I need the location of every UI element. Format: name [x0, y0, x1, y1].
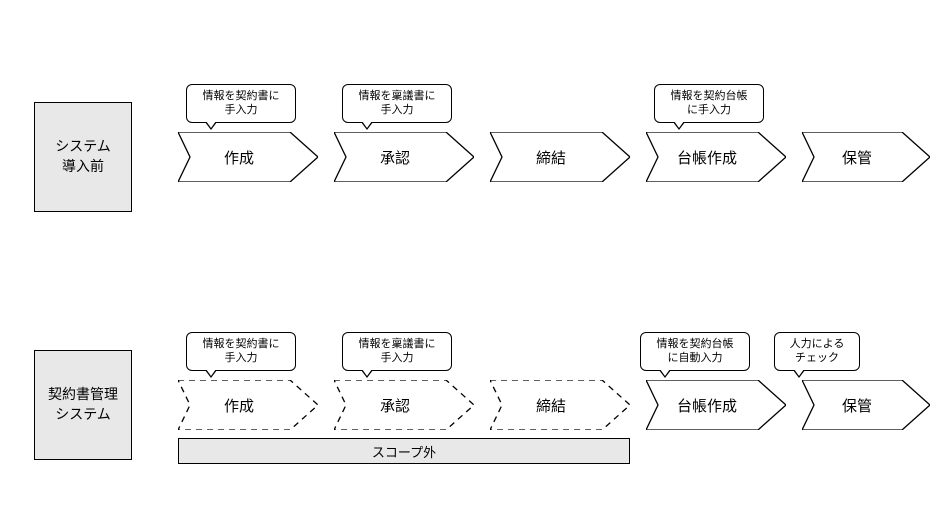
step-arrow-conclude: 締結 [490, 380, 630, 430]
bubble-approve: 情報を稟議書に 手入力 [342, 332, 452, 371]
step-label-create: 作成 [178, 380, 318, 430]
bubble-create: 情報を契約書に 手入力 [186, 332, 296, 371]
bubble-ledger: 情報を契約台帳 に自動入力 [640, 332, 750, 371]
step-arrow-create: 作成 [178, 380, 318, 430]
step-label-ledger: 台帳作成 [646, 132, 786, 182]
step-label-conclude: 締結 [490, 132, 630, 182]
step-label-store: 保管 [802, 132, 930, 182]
step-arrow-approve: 承認 [334, 132, 474, 182]
bubble-approve: 情報を稟議書に 手入力 [342, 84, 452, 123]
step-label-ledger: 台帳作成 [646, 380, 786, 430]
step-arrow-store: 保管 [802, 380, 930, 430]
scope-out-bar: スコープ外 [178, 438, 630, 464]
step-arrow-approve: 承認 [334, 380, 474, 430]
bubble-ledger: 情報を契約台帳 に手入力 [654, 84, 764, 123]
bubble-store: 人力による チェック [774, 332, 860, 371]
row-label-before: システム 導入前 [34, 102, 132, 212]
step-arrow-conclude: 締結 [490, 132, 630, 182]
step-label-approve: 承認 [334, 380, 474, 430]
step-arrow-ledger: 台帳作成 [646, 380, 786, 430]
step-label-approve: 承認 [334, 132, 474, 182]
step-arrow-ledger: 台帳作成 [646, 132, 786, 182]
step-arrow-create: 作成 [178, 132, 318, 182]
step-arrow-store: 保管 [802, 132, 930, 182]
step-label-create: 作成 [178, 132, 318, 182]
step-label-conclude: 締結 [490, 380, 630, 430]
step-label-store: 保管 [802, 380, 930, 430]
row-label-system: 契約書管理 システム [34, 350, 132, 460]
bubble-create: 情報を契約書に 手入力 [186, 84, 296, 123]
